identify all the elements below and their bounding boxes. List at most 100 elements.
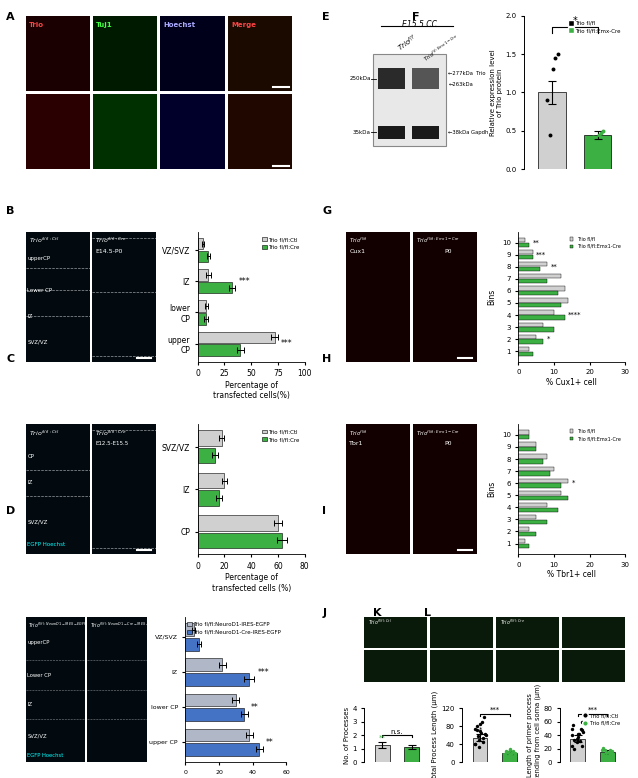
Text: Lower CP: Lower CP xyxy=(27,288,52,293)
Bar xyxy=(518,491,561,495)
Bar xyxy=(518,467,554,471)
Bar xyxy=(412,68,439,89)
Bar xyxy=(198,430,222,446)
Text: *: * xyxy=(572,480,575,486)
Text: L: L xyxy=(424,608,431,619)
Y-axis label: Length of primer process
extending from cell soma (μm): Length of primer process extending from … xyxy=(527,684,540,778)
Bar xyxy=(198,331,275,343)
Text: 250kDa: 250kDa xyxy=(350,76,371,81)
Bar xyxy=(518,323,544,327)
Bar xyxy=(518,238,526,242)
Text: **: ** xyxy=(533,240,539,246)
Text: upperCP: upperCP xyxy=(27,640,50,646)
Point xyxy=(470,738,480,751)
Bar xyxy=(518,483,561,488)
Point xyxy=(577,739,587,752)
Text: EGFP Hoechst: EGFP Hoechst xyxy=(27,753,64,758)
Point xyxy=(508,745,518,758)
Bar xyxy=(198,447,215,463)
Point xyxy=(567,729,577,741)
Text: IZ: IZ xyxy=(27,314,33,319)
Point xyxy=(588,131,598,143)
Text: ***: *** xyxy=(281,339,293,349)
Bar xyxy=(186,708,244,720)
Bar xyxy=(518,531,536,536)
Point xyxy=(553,47,563,60)
Point xyxy=(572,728,582,741)
Text: $Trio^{f/f}$: $Trio^{f/f}$ xyxy=(395,33,419,54)
Point xyxy=(598,748,609,761)
Point xyxy=(594,129,604,142)
Point xyxy=(572,733,582,745)
Legend: Trio fl/fl, Trio fl/fl:Emx1-Cre: Trio fl/fl, Trio fl/fl:Emx1-Cre xyxy=(568,235,623,251)
Bar xyxy=(518,515,536,519)
Point xyxy=(602,749,612,762)
Bar xyxy=(518,310,554,314)
Point xyxy=(472,720,482,733)
Bar xyxy=(186,673,249,685)
Point xyxy=(601,747,611,759)
Point xyxy=(500,749,510,762)
Bar xyxy=(378,68,404,89)
Point xyxy=(507,747,517,759)
Point xyxy=(568,734,579,746)
Point xyxy=(597,741,607,754)
Point xyxy=(604,748,614,761)
Text: SVZ/VZ: SVZ/VZ xyxy=(27,519,48,524)
Bar xyxy=(198,345,241,356)
Text: ***: *** xyxy=(257,668,269,677)
Point xyxy=(501,746,511,759)
Point xyxy=(600,744,611,756)
Bar xyxy=(186,623,194,636)
X-axis label: Percentage of
transfected cells(%): Percentage of transfected cells(%) xyxy=(212,381,290,401)
Text: EGFP Hoechst: EGFP Hoechst xyxy=(27,542,66,548)
Text: $Trio^{fl/fl:Cre}$: $Trio^{fl/fl:Cre}$ xyxy=(95,236,127,245)
Point xyxy=(605,748,615,761)
Point xyxy=(480,729,491,741)
Legend: Trio fl/fl:Ctl, Trio fl/fl:Cre: Trio fl/fl:Ctl, Trio fl/fl:Cre xyxy=(260,427,302,444)
Text: Cux1: Cux1 xyxy=(350,249,366,254)
Text: $Trio^{fl/fl:Ctl}$: $Trio^{fl/fl:Ctl}$ xyxy=(367,618,392,627)
Point xyxy=(548,63,558,75)
Text: P0: P0 xyxy=(445,441,452,447)
Bar xyxy=(518,496,568,499)
Bar xyxy=(198,238,203,250)
Text: 35kDa: 35kDa xyxy=(353,130,371,135)
Text: $Trio^{fl/fl}$: $Trio^{fl/fl}$ xyxy=(350,429,368,438)
Text: Lower CP: Lower CP xyxy=(27,672,51,678)
Point xyxy=(604,746,614,759)
Y-axis label: Bins: Bins xyxy=(487,289,496,305)
Bar xyxy=(198,300,206,312)
Point xyxy=(505,748,515,760)
Bar xyxy=(518,520,547,524)
Bar xyxy=(518,299,568,303)
Text: *: * xyxy=(547,336,550,342)
Point xyxy=(595,127,605,139)
Bar xyxy=(518,544,529,548)
Point xyxy=(577,716,588,728)
Point xyxy=(605,747,616,759)
Text: IZ: IZ xyxy=(27,480,33,485)
Text: $Trio^{fl/fl:Ctl}$: $Trio^{fl/fl:Ctl}$ xyxy=(29,236,59,245)
X-axis label: % Tbr1+ cell: % Tbr1+ cell xyxy=(547,570,597,580)
Point xyxy=(478,711,489,724)
Point xyxy=(550,51,560,64)
Text: $Trio^{fl/fl:NeuroD1-Cre-IRES-EGFP}$: $Trio^{fl/fl:NeuroD1-Cre-IRES-EGFP}$ xyxy=(90,621,160,630)
Legend: Trio fl/fl:Ctl, Trio fl/fl:Cre: Trio fl/fl:Ctl, Trio fl/fl:Cre xyxy=(581,711,623,728)
Text: Trio: Trio xyxy=(29,22,44,27)
Point xyxy=(598,124,608,137)
Point xyxy=(600,745,611,758)
Bar xyxy=(518,454,547,459)
Bar xyxy=(518,339,544,344)
Text: Merge: Merge xyxy=(231,22,256,27)
Bar xyxy=(518,291,558,296)
Bar xyxy=(378,126,404,138)
Text: $Trio^{f/f:Emx1-Cre}$: $Trio^{f/f:Emx1-Cre}$ xyxy=(422,33,461,64)
Text: ***: *** xyxy=(588,706,598,713)
Point xyxy=(607,745,617,757)
Point xyxy=(510,749,520,762)
Point xyxy=(597,744,607,756)
Text: **: ** xyxy=(266,738,274,747)
Bar xyxy=(518,267,540,272)
Text: $Trio^{fl/fl:NeuroD1-IRES-EGFP}$: $Trio^{fl/fl:NeuroD1-IRES-EGFP}$ xyxy=(29,621,88,630)
